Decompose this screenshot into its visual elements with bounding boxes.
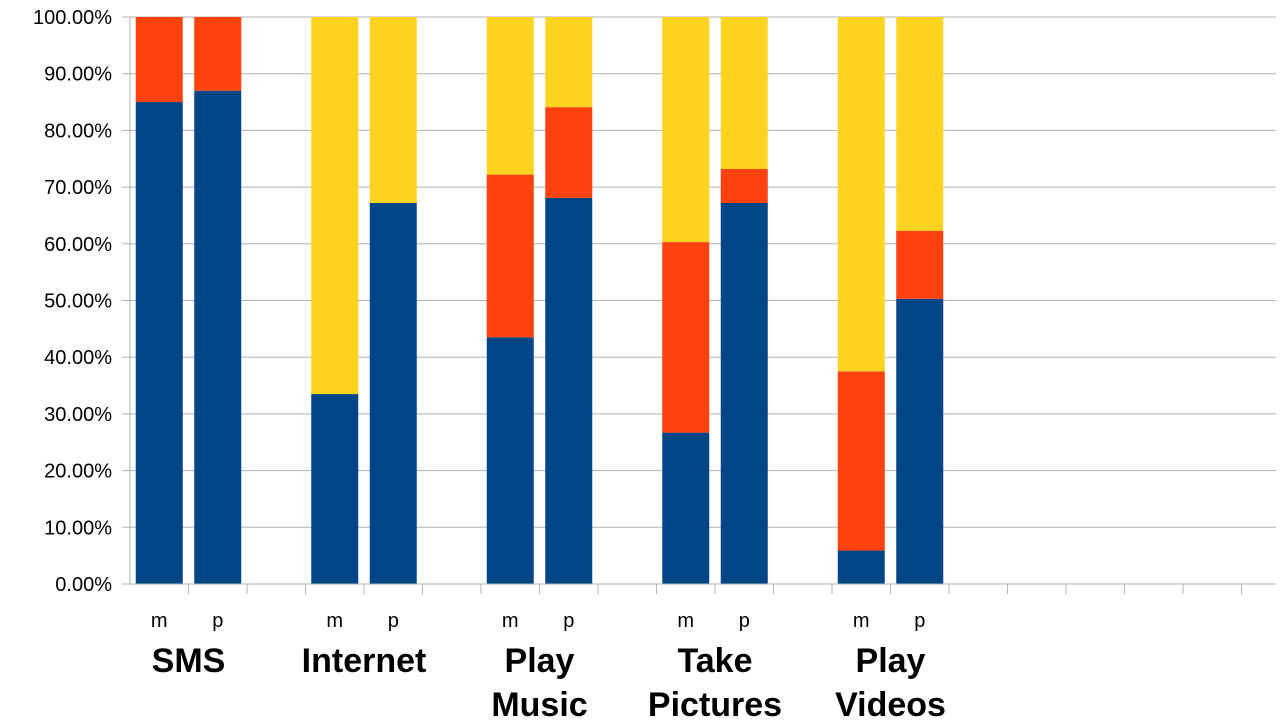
y-tick-label: 10.00% bbox=[44, 517, 112, 539]
x-axis bbox=[122, 17, 1276, 594]
bar-sub-label: p bbox=[563, 610, 574, 632]
group-label: SMS bbox=[152, 642, 226, 680]
group-label: Play bbox=[505, 642, 575, 680]
bar-segment bbox=[486, 337, 534, 584]
bar-segment bbox=[545, 17, 593, 108]
bar-sub-label: m bbox=[326, 610, 343, 632]
group-label: Pictures bbox=[648, 686, 782, 721]
bar-sub-label: m bbox=[853, 610, 870, 632]
bar-segment bbox=[837, 550, 885, 584]
bar-segment bbox=[896, 298, 944, 584]
y-tick-label: 80.00% bbox=[44, 120, 112, 142]
y-tick-label: 40.00% bbox=[44, 347, 112, 369]
y-tick-label: 60.00% bbox=[44, 234, 112, 256]
y-axis-ticks: 0.00% 10.00% 20.00% 30.00% 40.00% 50.00% 60.00… bbox=[33, 7, 112, 596]
bar-sub-label: p bbox=[388, 610, 399, 632]
bar-segment bbox=[311, 394, 359, 584]
bar-segment bbox=[194, 90, 242, 585]
y-tick-label: 20.00% bbox=[44, 461, 112, 483]
bar-sub-label: m bbox=[677, 610, 694, 632]
bars bbox=[135, 17, 944, 585]
y-tick-label: 30.00% bbox=[44, 404, 112, 426]
bar-segment bbox=[369, 17, 417, 203]
bar-segment bbox=[720, 202, 768, 584]
x-labels: m p m p m p m p m p SMS Internet Play Music Take Pictur… bbox=[151, 610, 946, 721]
y-tick-label: 90.00% bbox=[44, 64, 112, 86]
group-label: Take bbox=[678, 642, 753, 680]
y-tick-label: 50.00% bbox=[44, 291, 112, 313]
bar-segment bbox=[311, 17, 359, 395]
bar-sub-label: p bbox=[212, 610, 223, 632]
group-label: Internet bbox=[302, 642, 427, 680]
bar-sub-label: p bbox=[739, 610, 750, 632]
bar-segment bbox=[135, 17, 183, 103]
bar-segment bbox=[896, 230, 944, 299]
group-label: Music bbox=[491, 686, 587, 721]
bar-segment bbox=[486, 17, 534, 175]
bar-segment bbox=[662, 432, 710, 584]
bar-sub-label: m bbox=[502, 610, 519, 632]
bar-segment bbox=[662, 242, 710, 433]
bar-segment bbox=[194, 17, 242, 91]
bar-segment bbox=[720, 168, 768, 203]
bar-segment bbox=[369, 202, 417, 584]
y-tick-label: 0.00% bbox=[55, 574, 112, 596]
bar-segment bbox=[545, 107, 593, 198]
group-label: Play bbox=[856, 642, 926, 680]
bar-segment bbox=[662, 17, 710, 243]
bar-segment bbox=[896, 17, 944, 231]
bar-segment bbox=[720, 17, 768, 169]
bar-segment bbox=[135, 102, 183, 585]
group-label: Videos bbox=[835, 686, 946, 721]
y-tick-label: 70.00% bbox=[44, 177, 112, 199]
y-tick-label: 100.00% bbox=[33, 7, 112, 29]
bar-sub-label: p bbox=[914, 610, 925, 632]
bar-segment bbox=[837, 371, 885, 551]
bar-segment bbox=[837, 17, 885, 372]
bar-sub-label: m bbox=[151, 610, 168, 632]
bar-segment bbox=[545, 197, 593, 585]
bar-segment bbox=[486, 174, 534, 338]
